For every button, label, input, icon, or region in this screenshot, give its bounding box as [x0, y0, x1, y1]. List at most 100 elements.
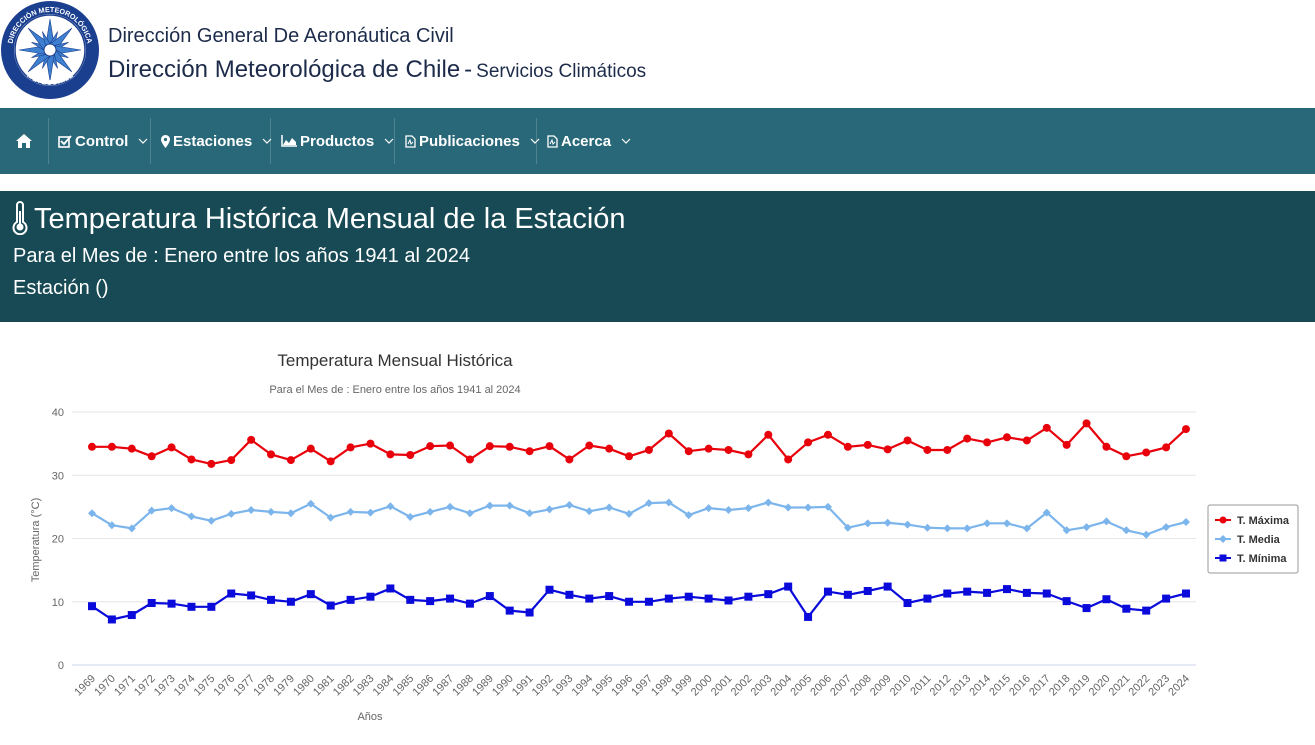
data-point[interactable] — [863, 586, 872, 595]
data-point[interactable] — [963, 587, 972, 596]
data-point[interactable] — [923, 523, 932, 532]
data-point[interactable] — [565, 590, 574, 599]
data-point[interactable] — [1042, 589, 1051, 598]
data-point[interactable] — [625, 597, 634, 606]
data-point[interactable] — [88, 509, 96, 518]
data-point[interactable] — [286, 456, 295, 465]
data-point[interactable] — [664, 498, 673, 507]
data-point[interactable] — [306, 499, 315, 508]
data-point[interactable] — [605, 503, 614, 512]
data-point[interactable] — [565, 500, 574, 509]
nav-publicaciones[interactable]: Publicaciones — [395, 118, 540, 164]
data-point[interactable] — [346, 443, 355, 452]
data-point[interactable] — [1022, 436, 1031, 445]
data-point[interactable] — [227, 456, 236, 465]
data-point[interactable] — [704, 504, 713, 513]
data-point[interactable] — [386, 450, 395, 459]
data-point[interactable] — [903, 436, 912, 445]
data-point[interactable] — [883, 582, 892, 591]
data-point[interactable] — [446, 502, 455, 511]
data-point[interactable] — [625, 452, 634, 461]
data-point[interactable] — [525, 447, 534, 456]
data-point[interactable] — [286, 597, 295, 606]
data-point[interactable] — [923, 445, 932, 454]
data-point[interactable] — [207, 516, 216, 525]
data-point[interactable] — [167, 504, 176, 513]
data-point[interactable] — [1102, 517, 1111, 526]
data-point[interactable] — [267, 507, 276, 516]
data-point[interactable] — [346, 507, 355, 516]
data-point[interactable] — [605, 444, 614, 453]
nav-estaciones[interactable]: Estaciones — [151, 118, 272, 164]
data-point[interactable] — [1082, 419, 1091, 428]
data-point[interactable] — [684, 447, 693, 456]
data-point[interactable] — [1062, 597, 1071, 606]
data-point[interactable] — [107, 615, 116, 624]
data-point[interactable] — [465, 509, 474, 518]
data-point[interactable] — [644, 445, 653, 454]
data-point[interactable] — [724, 445, 733, 454]
data-point[interactable] — [724, 506, 733, 515]
data-point[interactable] — [545, 585, 554, 594]
data-point[interactable] — [724, 596, 733, 605]
data-point[interactable] — [406, 451, 415, 460]
data-point[interactable] — [127, 524, 136, 533]
data-point[interactable] — [684, 592, 693, 601]
data-point[interactable] — [485, 442, 494, 451]
data-point[interactable] — [983, 438, 992, 447]
data-point[interactable] — [107, 521, 116, 530]
data-point[interactable] — [485, 592, 494, 601]
data-point[interactable] — [585, 507, 594, 516]
data-point[interactable] — [525, 608, 534, 617]
data-point[interactable] — [903, 520, 912, 529]
data-point[interactable] — [983, 519, 992, 528]
data-point[interactable] — [147, 452, 156, 461]
data-point[interactable] — [1102, 442, 1111, 451]
data-point[interactable] — [823, 587, 832, 596]
data-point[interactable] — [207, 602, 216, 611]
data-point[interactable] — [207, 459, 216, 468]
data-point[interactable] — [88, 442, 96, 451]
data-point[interactable] — [1142, 606, 1151, 615]
data-point[interactable] — [505, 501, 514, 510]
data-point[interactable] — [227, 589, 236, 598]
data-point[interactable] — [1182, 518, 1190, 527]
data-point[interactable] — [923, 594, 932, 603]
data-point[interactable] — [1142, 448, 1151, 457]
data-point[interactable] — [286, 509, 295, 518]
data-point[interactable] — [625, 509, 634, 518]
data-point[interactable] — [187, 455, 196, 464]
data-point[interactable] — [644, 597, 653, 606]
data-point[interactable] — [1162, 443, 1171, 452]
data-point[interactable] — [167, 443, 176, 452]
data-point[interactable] — [525, 509, 534, 518]
data-point[interactable] — [187, 512, 196, 521]
data-point[interactable] — [943, 445, 952, 454]
data-point[interactable] — [505, 606, 514, 615]
data-point[interactable] — [1142, 530, 1151, 539]
data-point[interactable] — [267, 595, 276, 604]
data-point[interactable] — [247, 591, 256, 600]
data-point[interactable] — [1062, 526, 1071, 535]
data-point[interactable] — [764, 430, 773, 439]
data-point[interactable] — [784, 455, 793, 464]
data-point[interactable] — [306, 444, 315, 453]
data-point[interactable] — [366, 439, 375, 448]
data-point[interactable] — [306, 590, 315, 599]
data-point[interactable] — [426, 442, 435, 451]
data-point[interactable] — [167, 599, 176, 608]
data-point[interactable] — [1022, 588, 1031, 597]
data-point[interactable] — [1122, 526, 1131, 535]
data-point[interactable] — [267, 450, 276, 459]
data-point[interactable] — [107, 442, 116, 451]
data-point[interactable] — [446, 441, 455, 450]
data-point[interactable] — [804, 438, 813, 447]
data-point[interactable] — [485, 501, 494, 510]
data-point[interactable] — [1002, 585, 1011, 594]
data-point[interactable] — [1162, 594, 1171, 603]
data-point[interactable] — [1182, 425, 1190, 434]
nav-productos[interactable]: Productos — [271, 118, 395, 164]
data-point[interactable] — [1082, 604, 1091, 613]
data-point[interactable] — [326, 601, 335, 610]
data-point[interactable] — [804, 612, 813, 621]
